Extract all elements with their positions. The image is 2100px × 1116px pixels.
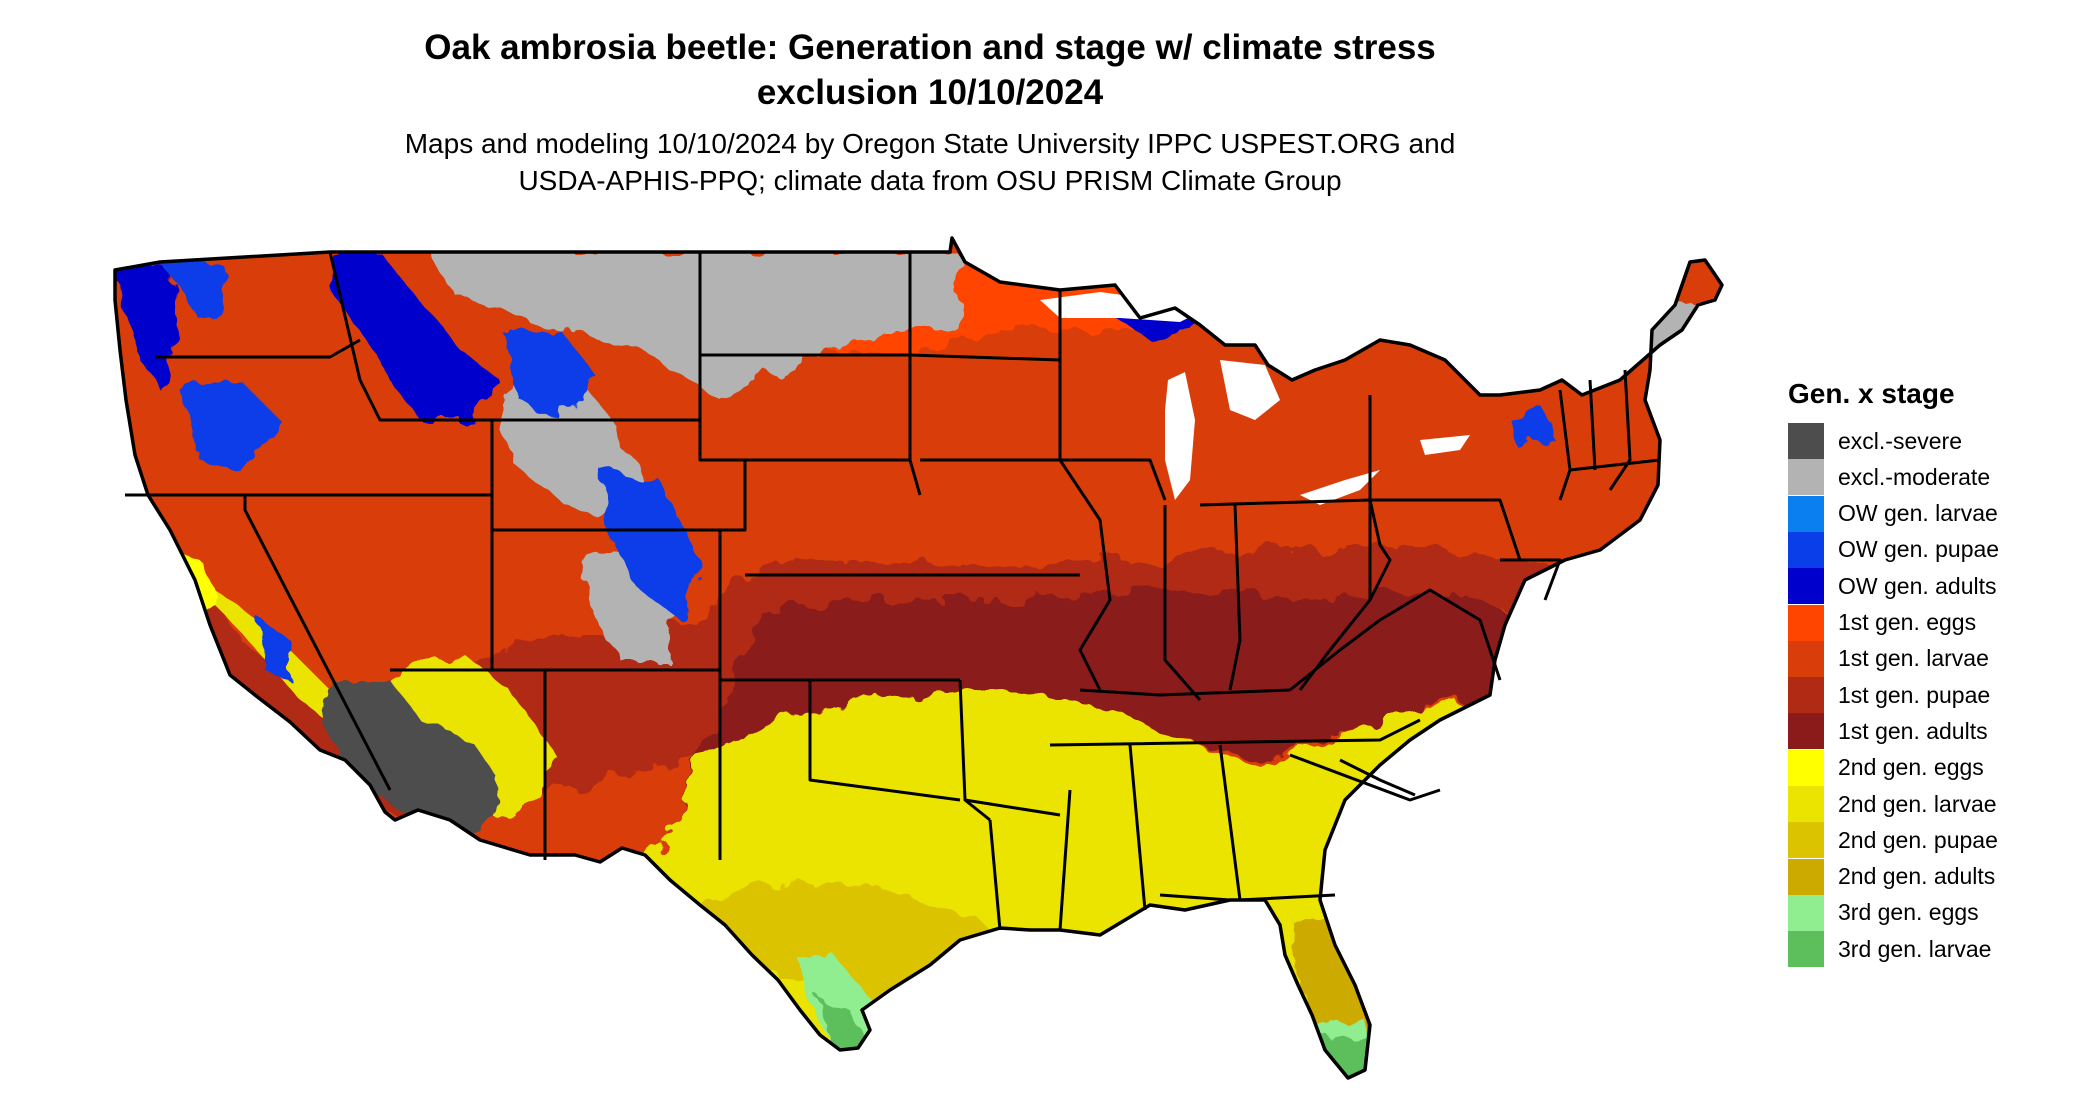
legend-item: 1st gen. adults [1788, 713, 1988, 750]
legend-item: 1st gen. pupae [1788, 677, 1991, 714]
region-ow-gen-pupae-co [600, 470, 700, 620]
legend-label: 1st gen. eggs [1838, 609, 1977, 635]
legend-swatch [1788, 749, 1824, 786]
legend-swatch [1788, 786, 1824, 822]
legend-swatch [1788, 822, 1824, 859]
legend-swatch [1788, 604, 1824, 641]
map-subtitle-line-1: Maps and modeling 10/10/2024 by Oregon S… [404, 128, 1456, 159]
legend-item: OW gen. pupae [1788, 531, 2000, 568]
legend-swatch [1788, 713, 1824, 750]
legend-label: 2nd gen. eggs [1838, 754, 1984, 781]
region-3rd-gen-eggs-fl [1315, 1015, 1365, 1040]
legend-label: 1st gen. larvae [1838, 645, 1989, 672]
map-title: Oak ambrosia beetle: Generation and stag… [0, 25, 1860, 115]
legend-item: excl.-moderate [1788, 459, 1991, 496]
legend-label: OW gen. larvae [1838, 500, 1998, 527]
legend-item: 2nd gen. eggs [1788, 749, 1984, 786]
region-ow-gen-adults-idaho [330, 252, 500, 420]
region-excl-moderate-plains [430, 250, 960, 400]
lake-ontario [1420, 435, 1470, 455]
map-title-line-2: exclusion 10/10/2024 [756, 73, 1104, 112]
legend-item: 1st gen. eggs [1788, 604, 1977, 641]
region-excl-severe [320, 680, 500, 830]
legend-item: OW gen. adults [1788, 568, 1997, 605]
legend-item: 1st gen. larvae [1788, 640, 1989, 677]
legend-item: 3rd gen. larvae [1788, 931, 1992, 968]
legend-item: 2nd gen. pupae [1788, 822, 1998, 859]
legend-label: excl.-severe [1838, 427, 1962, 454]
legend-swatch [1788, 459, 1824, 496]
lake-erie [1300, 470, 1380, 505]
lake-huron [1220, 360, 1280, 420]
legend-swatch [1788, 858, 1824, 895]
legend-label: OW gen. adults [1838, 572, 1997, 599]
legend-swatch [1788, 640, 1824, 677]
legend-label: 1st gen. pupae [1838, 681, 1991, 708]
legend-item: excl.-severe [1788, 423, 1962, 459]
region-ow-gen-pupae-wy [500, 330, 600, 420]
legend-item: 3rd gen. eggs [1788, 894, 1979, 931]
legend-label: 2nd gen. pupae [1838, 826, 1998, 853]
legend-item: OW gen. larvae [1788, 495, 1998, 532]
legend-swatch [1788, 677, 1824, 714]
legend-swatch [1788, 423, 1824, 459]
region-ow-gen-pupae-or [180, 380, 280, 470]
legend-swatch [1788, 531, 1824, 568]
legend-title: Gen. x stage [1788, 378, 1955, 409]
state-boundaries [113, 236, 1724, 1080]
legend-swatch [1788, 568, 1824, 605]
legend-item: 2nd gen. adults [1788, 858, 1996, 895]
legend-label: 1st gen. adults [1838, 717, 1988, 744]
region-ow-gen-pupae-wa [160, 260, 230, 320]
legend-label: 3rd gen. eggs [1838, 899, 1979, 926]
region-ow-gen-pupae-sierra [260, 620, 290, 680]
legend-label: OW gen. pupae [1838, 536, 2000, 563]
legend-label: 2nd gen. adults [1838, 863, 1996, 890]
lake-michigan [1165, 372, 1195, 500]
map-subtitle-line-2: USDA-APHIS-PPQ; climate data from OSU PR… [518, 165, 1342, 196]
legend-swatch [1788, 894, 1824, 931]
region-ow-gen-adults-wa [115, 270, 180, 390]
legend-item: 2nd gen. larvae [1788, 786, 1997, 822]
legend-swatch [1788, 495, 1824, 532]
legend-swatch [1788, 931, 1824, 968]
legend-label: 3rd gen. larvae [1838, 935, 1992, 962]
region-ow-gen-pupae-ny [1510, 410, 1555, 450]
region-1st-gen-adults [660, 590, 1520, 850]
map-title-line-1: Oak ambrosia beetle: Generation and stag… [424, 28, 1436, 67]
legend-label: 2nd gen. larvae [1838, 790, 1997, 817]
lake-superior [1040, 292, 1200, 322]
map-subtitle: Maps and modeling 10/10/2024 by Oregon S… [0, 125, 1860, 199]
legend-label: excl.-moderate [1838, 463, 1991, 490]
